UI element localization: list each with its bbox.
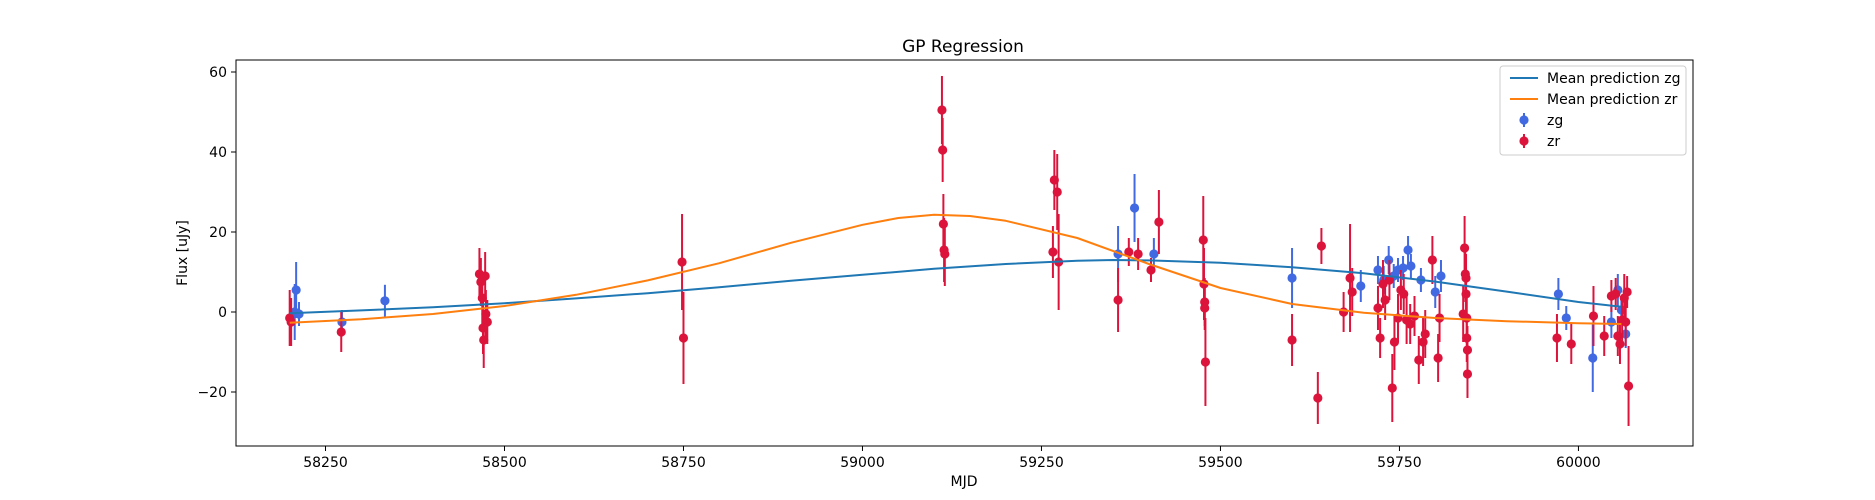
zg-point: [1403, 245, 1413, 255]
x-tick-label: 59500: [1198, 455, 1243, 471]
zg-point: [291, 285, 301, 295]
zr-point: [1347, 287, 1357, 297]
legend: Mean prediction zg Mean prediction zr zg…: [1499, 65, 1687, 156]
zr-point: [938, 145, 948, 155]
zr-point: [482, 317, 492, 327]
zr-point: [1588, 311, 1599, 321]
zg-point: [1356, 281, 1366, 291]
x-axis-ticks: 58250 58500 58750 59000 59250 59500 59750 60000: [303, 446, 1601, 471]
zr-point: [1462, 369, 1473, 379]
zr-point: [1433, 353, 1443, 363]
mean-prediction-zr-line: [289, 213, 1622, 325]
plot-area: [285, 76, 1634, 426]
legend-label-mean-zg: Mean prediction zg: [1547, 71, 1681, 87]
x-axis-label: MJD: [951, 474, 978, 490]
zr-point: [1052, 187, 1062, 197]
zg-point: [1561, 313, 1571, 323]
zr-point: [1613, 331, 1623, 341]
zr-point: [1200, 357, 1211, 367]
zr-point: [1384, 275, 1395, 285]
legend-point: [1519, 136, 1529, 146]
zr-point: [1611, 289, 1621, 299]
zr-point: [940, 249, 950, 259]
chart-title: GP Regression: [902, 37, 1024, 57]
legend-label-zg: zg: [1547, 113, 1563, 129]
zr-point: [1339, 307, 1349, 317]
x-tick-label: 60000: [1556, 455, 1601, 471]
zr-point: [1113, 295, 1123, 305]
y-axis-ticks: −20 0 20 40 60: [197, 65, 236, 401]
legend-marker-zg: [1519, 113, 1529, 127]
zr-point: [1048, 247, 1058, 257]
zr-point: [1420, 329, 1430, 339]
zg-point: [1553, 289, 1563, 299]
x-tick-label: 59250: [1019, 455, 1064, 471]
legend-marker-zr: [1519, 134, 1529, 148]
plot-frame: [235, 59, 1694, 447]
zr-point: [1380, 295, 1390, 305]
zg-point: [380, 296, 390, 306]
y-tick-label: 0: [218, 305, 227, 321]
legend-box: [1499, 65, 1687, 156]
zg-point: [1406, 261, 1416, 271]
zg-point: [294, 309, 304, 319]
legend-label-mean-zr: Mean prediction zr: [1547, 92, 1678, 108]
x-tick-label: 58250: [303, 455, 348, 471]
x-tick-label: 59750: [1377, 455, 1422, 471]
zr-point: [1623, 381, 1634, 391]
legend-label-zr: zr: [1547, 134, 1560, 150]
y-tick-label: −20: [197, 385, 227, 401]
zr-point: [1124, 247, 1134, 257]
x-tick-label: 58500: [482, 455, 527, 471]
zr-point: [1418, 337, 1428, 347]
zr-point: [1313, 393, 1323, 403]
legend-point: [1519, 115, 1529, 125]
zg-point: [1436, 271, 1446, 281]
y-tick-label: 40: [209, 145, 227, 161]
zr-point: [1405, 319, 1415, 329]
zr-point: [1621, 317, 1631, 327]
zr-point: [1373, 303, 1383, 313]
zr-point: [1389, 337, 1400, 347]
zr-point: [1552, 333, 1562, 343]
zr-point: [1622, 287, 1632, 297]
y-tick-label: 20: [209, 225, 227, 241]
zr-point: [1316, 241, 1327, 251]
zg-point: [1287, 273, 1297, 283]
zr-point: [1414, 355, 1424, 365]
zr-point: [1200, 303, 1210, 313]
y-axis-label: Flux [uJy]: [175, 220, 191, 286]
zr-point: [1566, 339, 1576, 349]
zg-point: [1373, 265, 1383, 275]
zr-point: [1345, 273, 1355, 283]
zr-point: [336, 327, 346, 337]
zr-point: [1146, 265, 1156, 275]
series-zr: [285, 76, 1634, 426]
zg-point: [1606, 317, 1616, 327]
x-tick-label: 58750: [661, 455, 706, 471]
zr-point: [1375, 333, 1385, 343]
zr-point: [1133, 249, 1143, 259]
zg-point: [1129, 203, 1140, 213]
zg-point: [1398, 263, 1408, 273]
x-tick-label: 59000: [840, 455, 885, 471]
zr-point: [481, 309, 491, 319]
zr-point: [1427, 255, 1437, 265]
zr-point: [1154, 217, 1164, 227]
zg-point: [1588, 353, 1598, 363]
zg-point: [1149, 249, 1159, 259]
zr-point: [1287, 335, 1297, 345]
zr-point: [1615, 339, 1625, 349]
zr-point: [1198, 235, 1208, 245]
zr-point: [1599, 331, 1609, 341]
zg-point: [1430, 287, 1440, 297]
zr-point: [937, 105, 947, 115]
zr-point: [677, 257, 687, 267]
zr-point: [678, 333, 689, 343]
y-tick-label: 60: [209, 65, 227, 81]
zr-point: [480, 271, 490, 281]
zr-point: [1387, 383, 1397, 393]
